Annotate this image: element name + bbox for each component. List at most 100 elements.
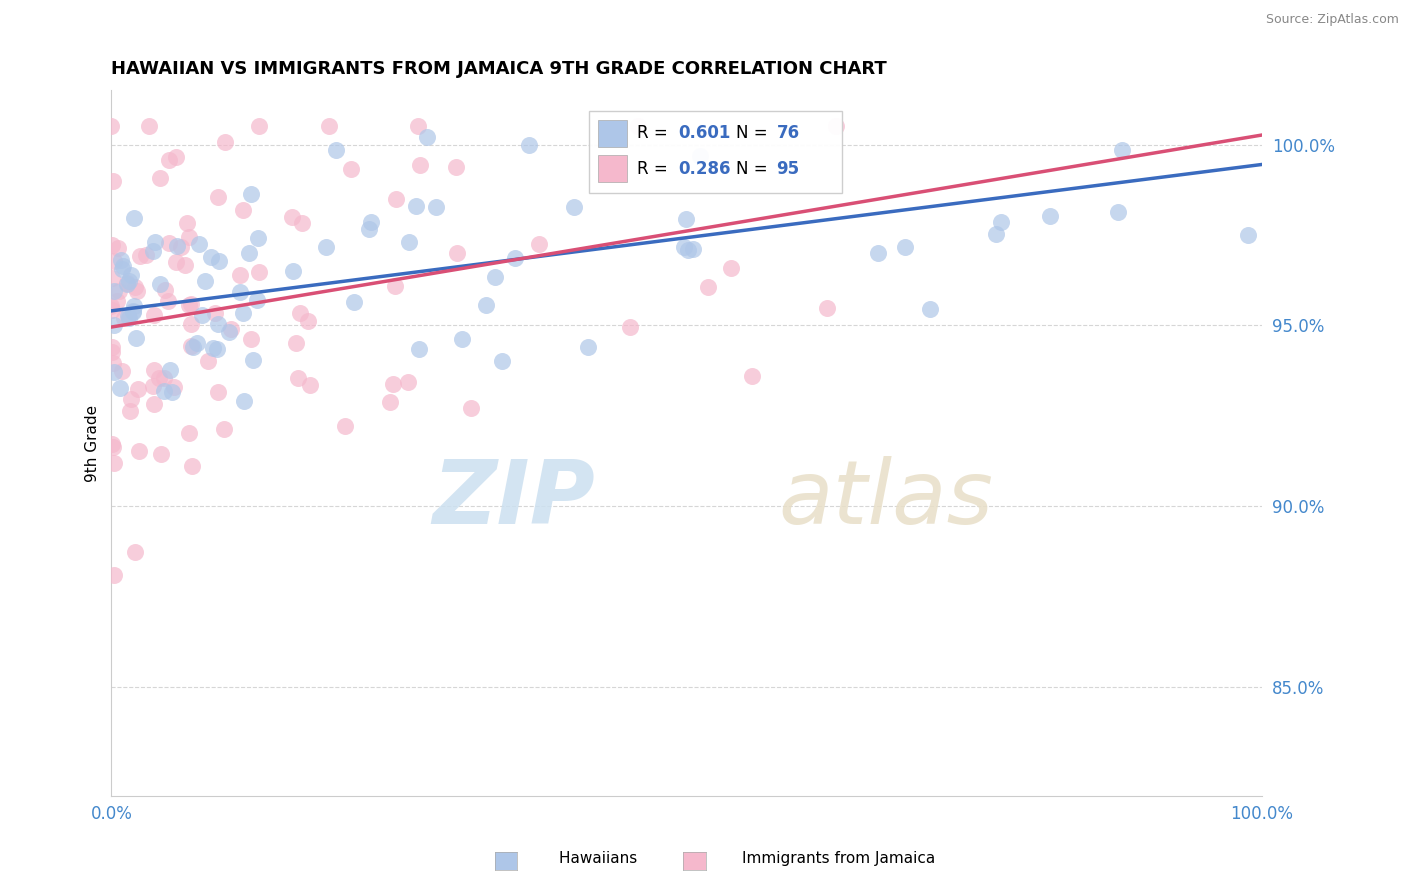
Point xyxy=(315,240,337,254)
Point xyxy=(103,318,125,332)
Point xyxy=(118,274,141,288)
Point xyxy=(101,355,124,369)
Point xyxy=(101,440,124,454)
Point xyxy=(117,310,139,325)
Point xyxy=(682,243,704,257)
Point xyxy=(122,304,145,318)
Text: N =: N = xyxy=(737,160,773,178)
Point xyxy=(207,190,229,204)
Text: Immigrants from Jamaica: Immigrants from Jamaica xyxy=(703,851,935,865)
Point xyxy=(142,363,165,377)
Point xyxy=(157,235,180,250)
Point xyxy=(143,235,166,249)
Text: N =: N = xyxy=(737,124,773,143)
Point xyxy=(696,280,718,294)
Point xyxy=(188,237,211,252)
Text: R =: R = xyxy=(637,124,673,143)
Point xyxy=(207,385,229,400)
Point xyxy=(232,203,254,218)
Text: atlas: atlas xyxy=(779,457,994,542)
Point xyxy=(475,298,498,312)
FancyBboxPatch shape xyxy=(598,155,627,182)
Point xyxy=(153,284,176,298)
Point xyxy=(159,363,181,377)
Text: R =: R = xyxy=(637,160,673,178)
Point xyxy=(177,230,200,244)
Text: 76: 76 xyxy=(776,124,800,143)
Point xyxy=(180,339,202,353)
Point xyxy=(124,280,146,294)
Point xyxy=(100,120,122,134)
Point xyxy=(150,447,173,461)
Point xyxy=(101,345,124,359)
Point xyxy=(219,321,242,335)
Text: HAWAIIAN VS IMMIGRANTS FROM JAMAICA 9TH GRADE CORRELATION CHART: HAWAIIAN VS IMMIGRANTS FROM JAMAICA 9TH … xyxy=(111,60,887,78)
Point xyxy=(163,379,186,393)
Point xyxy=(177,425,200,440)
Point xyxy=(672,240,695,254)
Point xyxy=(218,325,240,339)
Point xyxy=(281,210,304,224)
Point xyxy=(180,317,202,331)
Point xyxy=(149,277,172,291)
Point xyxy=(576,340,599,354)
Point xyxy=(675,212,697,227)
Point xyxy=(117,310,139,324)
Point xyxy=(425,200,447,214)
Point xyxy=(120,268,142,282)
Point xyxy=(619,319,641,334)
Point xyxy=(128,444,150,458)
Point xyxy=(148,371,170,385)
Point xyxy=(527,237,550,252)
Point xyxy=(135,248,157,262)
Point xyxy=(339,162,361,177)
Point xyxy=(1039,209,1062,223)
FancyBboxPatch shape xyxy=(589,112,842,193)
Point xyxy=(678,243,700,257)
Point xyxy=(284,335,307,350)
Point xyxy=(325,143,347,157)
Point xyxy=(124,545,146,559)
Text: 0.601: 0.601 xyxy=(679,124,731,143)
Point xyxy=(103,254,125,268)
Point xyxy=(165,150,187,164)
Point xyxy=(103,285,125,299)
Point xyxy=(318,120,340,134)
Point xyxy=(194,274,217,288)
Point xyxy=(181,341,204,355)
Point xyxy=(124,331,146,345)
Point xyxy=(343,295,366,310)
Point xyxy=(205,342,228,356)
Point xyxy=(416,130,439,145)
Point xyxy=(101,437,124,451)
Point xyxy=(247,265,270,279)
Point xyxy=(153,371,176,385)
Point xyxy=(451,332,474,346)
Text: 95: 95 xyxy=(776,160,800,178)
Point xyxy=(166,238,188,252)
Point xyxy=(689,149,711,163)
Point xyxy=(378,394,401,409)
Point xyxy=(176,216,198,230)
Point xyxy=(918,301,941,316)
Point xyxy=(111,261,134,276)
Point xyxy=(107,285,129,299)
Point xyxy=(101,302,124,317)
Point xyxy=(149,171,172,186)
Text: Hawaiians: Hawaiians xyxy=(520,851,637,865)
Point xyxy=(214,135,236,149)
Point xyxy=(115,277,138,292)
Point xyxy=(127,382,149,396)
Point xyxy=(409,158,432,172)
Point xyxy=(100,299,122,313)
Point xyxy=(460,401,482,416)
Point xyxy=(115,276,138,290)
Point xyxy=(202,341,225,355)
Point xyxy=(142,244,165,258)
Point xyxy=(291,216,314,230)
Point xyxy=(381,376,404,391)
Point xyxy=(815,301,838,315)
Point xyxy=(1236,228,1258,243)
Point xyxy=(297,314,319,328)
Point xyxy=(228,285,250,299)
